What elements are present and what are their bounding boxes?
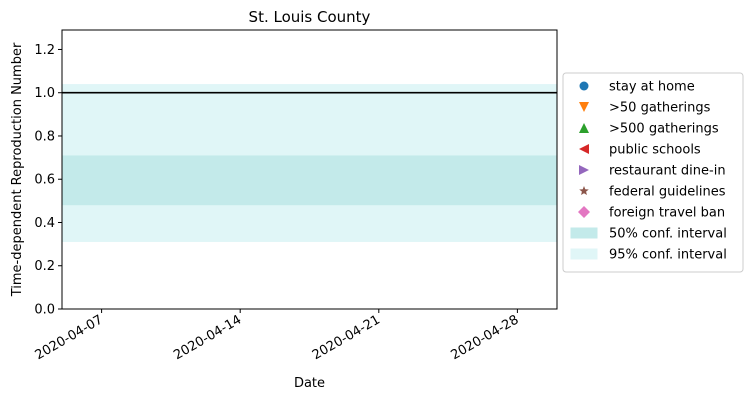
legend-entry: >50 gatherings — [579, 101, 711, 116]
plot-frame — [61, 29, 558, 310]
legend-frame — [562, 72, 744, 273]
y-tick-label: 0.2 — [34, 259, 55, 274]
legend-marker-triangle-right — [579, 165, 589, 175]
legend-entry: federal guidelines — [579, 185, 726, 200]
legend-marker-star — [579, 186, 589, 196]
legend-entry: stay at home — [579, 80, 695, 95]
confidence-bands — [62, 84, 557, 242]
chart-title: St. Louis County — [249, 8, 371, 26]
y-tick-label: 0.8 — [34, 129, 55, 144]
legend-marker-patch — [570, 227, 598, 239]
x-axis-ticks: 2020-04-07 2020-04-14 2020-04-21 2020-04-28 — [33, 309, 521, 363]
legend-label: federal guidelines — [609, 185, 726, 200]
x-axis-label: Date — [294, 376, 325, 391]
legend-marker-triangle-up — [579, 123, 589, 133]
y-tick-label: 1.0 — [34, 86, 55, 101]
legend-marker-triangle-left — [579, 144, 589, 154]
x-tick-label: 2020-04-07 — [33, 312, 106, 363]
y-tick-label: 0.0 — [34, 303, 55, 318]
y-axis-ticks: 0.0 0.2 0.4 0.6 0.8 1.0 1.2 — [34, 43, 62, 318]
legend-marker-triangle-down — [579, 102, 589, 112]
legend-marker-patch — [570, 248, 598, 260]
legend-marker-diamond — [578, 206, 590, 218]
legend-entry: public schools — [579, 143, 701, 158]
legend-label: restaurant dine-in — [609, 164, 726, 179]
legend-label: >50 gatherings — [609, 101, 711, 116]
legend-label: foreign travel ban — [609, 206, 725, 221]
legend-label: 95% conf. interval — [609, 248, 727, 263]
legend-entry: restaurant dine-in — [579, 164, 726, 179]
legend-entry: 95% conf. interval — [570, 248, 727, 263]
band-ci50 — [62, 155, 557, 206]
y-axis-label: Time-dependent Reproduction Number — [10, 42, 25, 297]
y-tick-label: 1.2 — [34, 43, 55, 58]
legend-label: stay at home — [609, 80, 695, 95]
legend-label: >500 gatherings — [609, 122, 719, 137]
y-tick-label: 0.6 — [34, 173, 55, 188]
legend-entry: 50% conf. interval — [570, 227, 727, 242]
legend-entry: foreign travel ban — [578, 206, 725, 221]
legend-entry: >500 gatherings — [579, 122, 719, 137]
x-tick-label: 2020-04-28 — [448, 312, 521, 363]
legend: stay at home >50 gatherings >500 gathering… — [562, 72, 744, 273]
legend-label: public schools — [609, 143, 701, 158]
legend-marker-circle — [579, 81, 589, 91]
x-tick-label: 2020-04-14 — [171, 312, 244, 363]
legend-label: 50% conf. interval — [609, 227, 727, 242]
y-tick-label: 0.4 — [34, 216, 55, 231]
x-tick-label: 2020-04-21 — [310, 312, 383, 363]
